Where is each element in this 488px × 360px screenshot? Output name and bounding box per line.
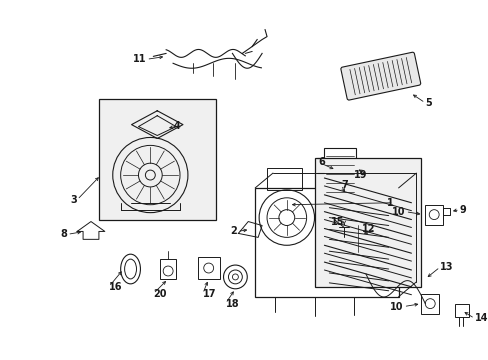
Text: 12: 12: [362, 224, 375, 234]
Bar: [314, 158, 421, 287]
Text: 13: 13: [439, 262, 453, 272]
Bar: [454, 303, 468, 318]
Text: 8: 8: [60, 229, 67, 239]
FancyBboxPatch shape: [340, 52, 420, 100]
Bar: [421, 294, 438, 314]
Text: 14: 14: [474, 314, 487, 324]
Bar: [198, 257, 219, 279]
Text: 6: 6: [318, 157, 325, 167]
Text: 3: 3: [70, 195, 77, 205]
Text: 10: 10: [389, 302, 403, 312]
Text: 4: 4: [173, 121, 180, 131]
Bar: [266, 168, 301, 190]
Text: 9: 9: [459, 205, 466, 215]
Bar: [324, 148, 355, 203]
Bar: [350, 225, 372, 252]
Bar: [160, 259, 176, 279]
Text: 5: 5: [425, 98, 431, 108]
Text: 18: 18: [225, 299, 239, 309]
Text: 19: 19: [354, 170, 367, 180]
Bar: [255, 188, 398, 297]
Text: 2: 2: [230, 226, 237, 237]
Bar: [425, 205, 442, 225]
Bar: [99, 99, 215, 220]
Text: 7: 7: [341, 180, 347, 190]
Text: 15: 15: [330, 217, 344, 226]
Text: 11: 11: [133, 54, 146, 64]
Text: 10: 10: [391, 207, 405, 217]
Text: 17: 17: [203, 289, 216, 299]
Text: 1: 1: [386, 198, 393, 208]
Text: 16: 16: [108, 282, 122, 292]
Text: 20: 20: [153, 289, 166, 299]
